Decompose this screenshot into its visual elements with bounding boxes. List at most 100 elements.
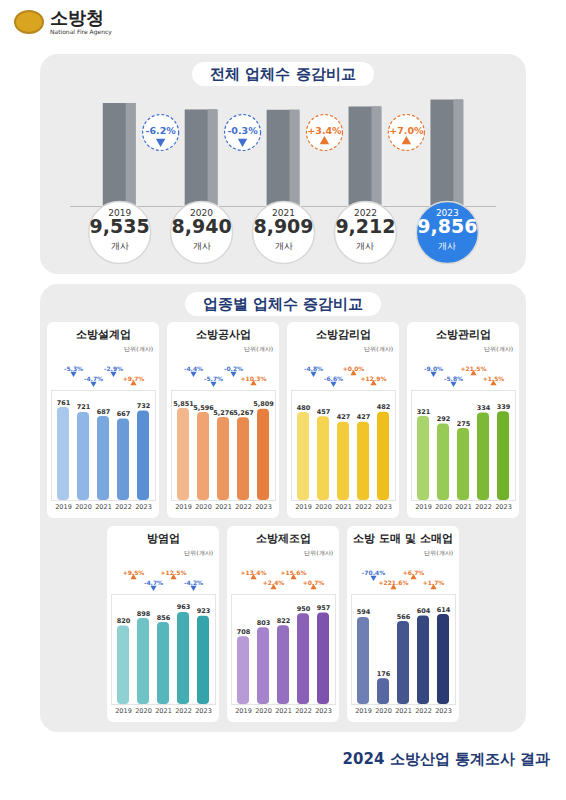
svg-text:-5.7%: -5.7% [204, 375, 223, 382]
svg-text:2022: 2022 [115, 503, 132, 511]
svg-text:292: 292 [437, 415, 451, 423]
svg-text:2020: 2020 [135, 707, 152, 715]
svg-text:2021: 2021 [455, 503, 472, 511]
svg-text:2022: 2022 [355, 503, 372, 511]
svg-text:614: 614 [437, 606, 451, 614]
svg-text:-4.8%: -4.8% [304, 365, 323, 372]
svg-text:275: 275 [457, 420, 471, 428]
svg-text:950: 950 [297, 605, 311, 613]
svg-text:-0.2%: -0.2% [224, 365, 243, 372]
svg-text:2021: 2021 [395, 707, 412, 715]
svg-text:+3.4%: +3.4% [307, 125, 342, 136]
svg-text:963: 963 [177, 603, 191, 611]
svg-text:-4.4%: -4.4% [184, 365, 203, 372]
svg-text:-4.7%: -4.7% [144, 579, 163, 586]
svg-text:-6.6%: -6.6% [324, 375, 343, 382]
svg-text:2020: 2020 [315, 503, 332, 511]
svg-text:2021: 2021 [215, 503, 232, 511]
svg-text:2019: 2019 [415, 503, 432, 511]
svg-text:708: 708 [237, 628, 251, 636]
svg-text:2022: 2022 [415, 707, 432, 715]
svg-text:-0.3%: -0.3% [227, 125, 258, 136]
svg-text:923: 923 [197, 607, 211, 615]
svg-text:2020: 2020 [195, 503, 212, 511]
svg-text:2022: 2022 [235, 503, 252, 511]
svg-text:5,596: 5,596 [193, 404, 214, 412]
svg-text:2021: 2021 [335, 503, 352, 511]
html-text:전체 업체수 증감비교: 전체 업체수 증감비교 [210, 65, 356, 83]
svg-text:-6.2%: -6.2% [145, 125, 176, 136]
svg-text:9,856: 9,856 [417, 215, 477, 237]
svg-text:856: 856 [157, 614, 171, 622]
svg-text:2023: 2023 [255, 503, 272, 511]
svg-text:2019: 2019 [355, 707, 372, 715]
svg-text:8,909: 8,909 [253, 215, 313, 237]
svg-text:2020: 2020 [375, 707, 392, 715]
svg-text:480: 480 [297, 404, 311, 412]
svg-text:2023: 2023 [315, 707, 332, 715]
svg-text:2021: 2021 [155, 707, 172, 715]
svg-text:-9.0%: -9.0% [424, 365, 443, 372]
svg-text:721: 721 [77, 403, 91, 411]
svg-text:898: 898 [137, 610, 151, 618]
svg-text:321: 321 [417, 408, 431, 416]
svg-text:2019: 2019 [55, 503, 72, 511]
svg-text:개사: 개사 [111, 241, 129, 251]
svg-text:339: 339 [497, 403, 511, 411]
svg-text:957: 957 [317, 604, 331, 612]
svg-text:8,940: 8,940 [172, 215, 232, 237]
svg-text:176: 176 [377, 670, 391, 678]
svg-text:5,809: 5,809 [253, 400, 274, 408]
svg-text:687: 687 [97, 408, 111, 416]
svg-text:482: 482 [377, 403, 391, 411]
svg-text:334: 334 [477, 404, 491, 412]
svg-text:2019: 2019 [295, 503, 312, 511]
html-text:소방청: 소방청 [50, 7, 104, 28]
svg-text:-5.3%: -5.3% [64, 365, 83, 372]
svg-text:2022: 2022 [175, 707, 192, 715]
svg-text:594: 594 [357, 608, 371, 616]
svg-text:5,267: 5,267 [233, 409, 254, 417]
svg-text:566: 566 [397, 613, 411, 621]
svg-text:9,212: 9,212 [335, 215, 395, 237]
svg-text:604: 604 [417, 607, 431, 615]
svg-text:2019: 2019 [175, 503, 192, 511]
svg-text:-70.4%: -70.4% [362, 569, 385, 576]
svg-text:2021: 2021 [95, 503, 112, 511]
svg-text:822: 822 [277, 617, 291, 625]
svg-text:2023: 2023 [195, 707, 212, 715]
svg-text:-4.7%: -4.7% [84, 375, 103, 382]
svg-text:2023: 2023 [135, 503, 152, 511]
svg-text:732: 732 [137, 402, 151, 410]
html-text:업종별 업체수 증감비교: 업종별 업체수 증감비교 [202, 295, 364, 313]
svg-text:457: 457 [317, 408, 331, 416]
svg-text:2023: 2023 [495, 503, 512, 511]
svg-text:2022: 2022 [295, 707, 312, 715]
svg-text:5,851: 5,851 [173, 400, 194, 408]
svg-text:+7.0%: +7.0% [389, 125, 424, 136]
svg-text:2022: 2022 [475, 503, 492, 511]
svg-text:2019: 2019 [235, 707, 252, 715]
svg-text:-5.8%: -5.8% [444, 375, 463, 382]
svg-text:-2.9%: -2.9% [104, 365, 123, 372]
svg-text:개사: 개사 [356, 241, 374, 251]
svg-text:427: 427 [337, 413, 351, 421]
svg-text:2020: 2020 [255, 707, 272, 715]
svg-text:803: 803 [257, 619, 271, 627]
svg-text:761: 761 [57, 399, 71, 407]
svg-text:2021: 2021 [275, 707, 292, 715]
svg-text:820: 820 [117, 617, 131, 625]
svg-text:-4.2%: -4.2% [184, 579, 203, 586]
svg-text:667: 667 [117, 410, 131, 418]
svg-text:9,535: 9,535 [90, 215, 150, 237]
svg-text:2020: 2020 [435, 503, 452, 511]
svg-text:개사: 개사 [438, 241, 456, 251]
svg-text:개사: 개사 [193, 241, 211, 251]
svg-text:2019: 2019 [115, 707, 132, 715]
svg-text:427: 427 [357, 413, 371, 421]
svg-text:2020: 2020 [75, 503, 92, 511]
svg-text:2023: 2023 [435, 707, 452, 715]
svg-text:개사: 개사 [275, 241, 293, 251]
svg-text:5,276: 5,276 [213, 409, 234, 417]
svg-text:2023: 2023 [375, 503, 392, 511]
